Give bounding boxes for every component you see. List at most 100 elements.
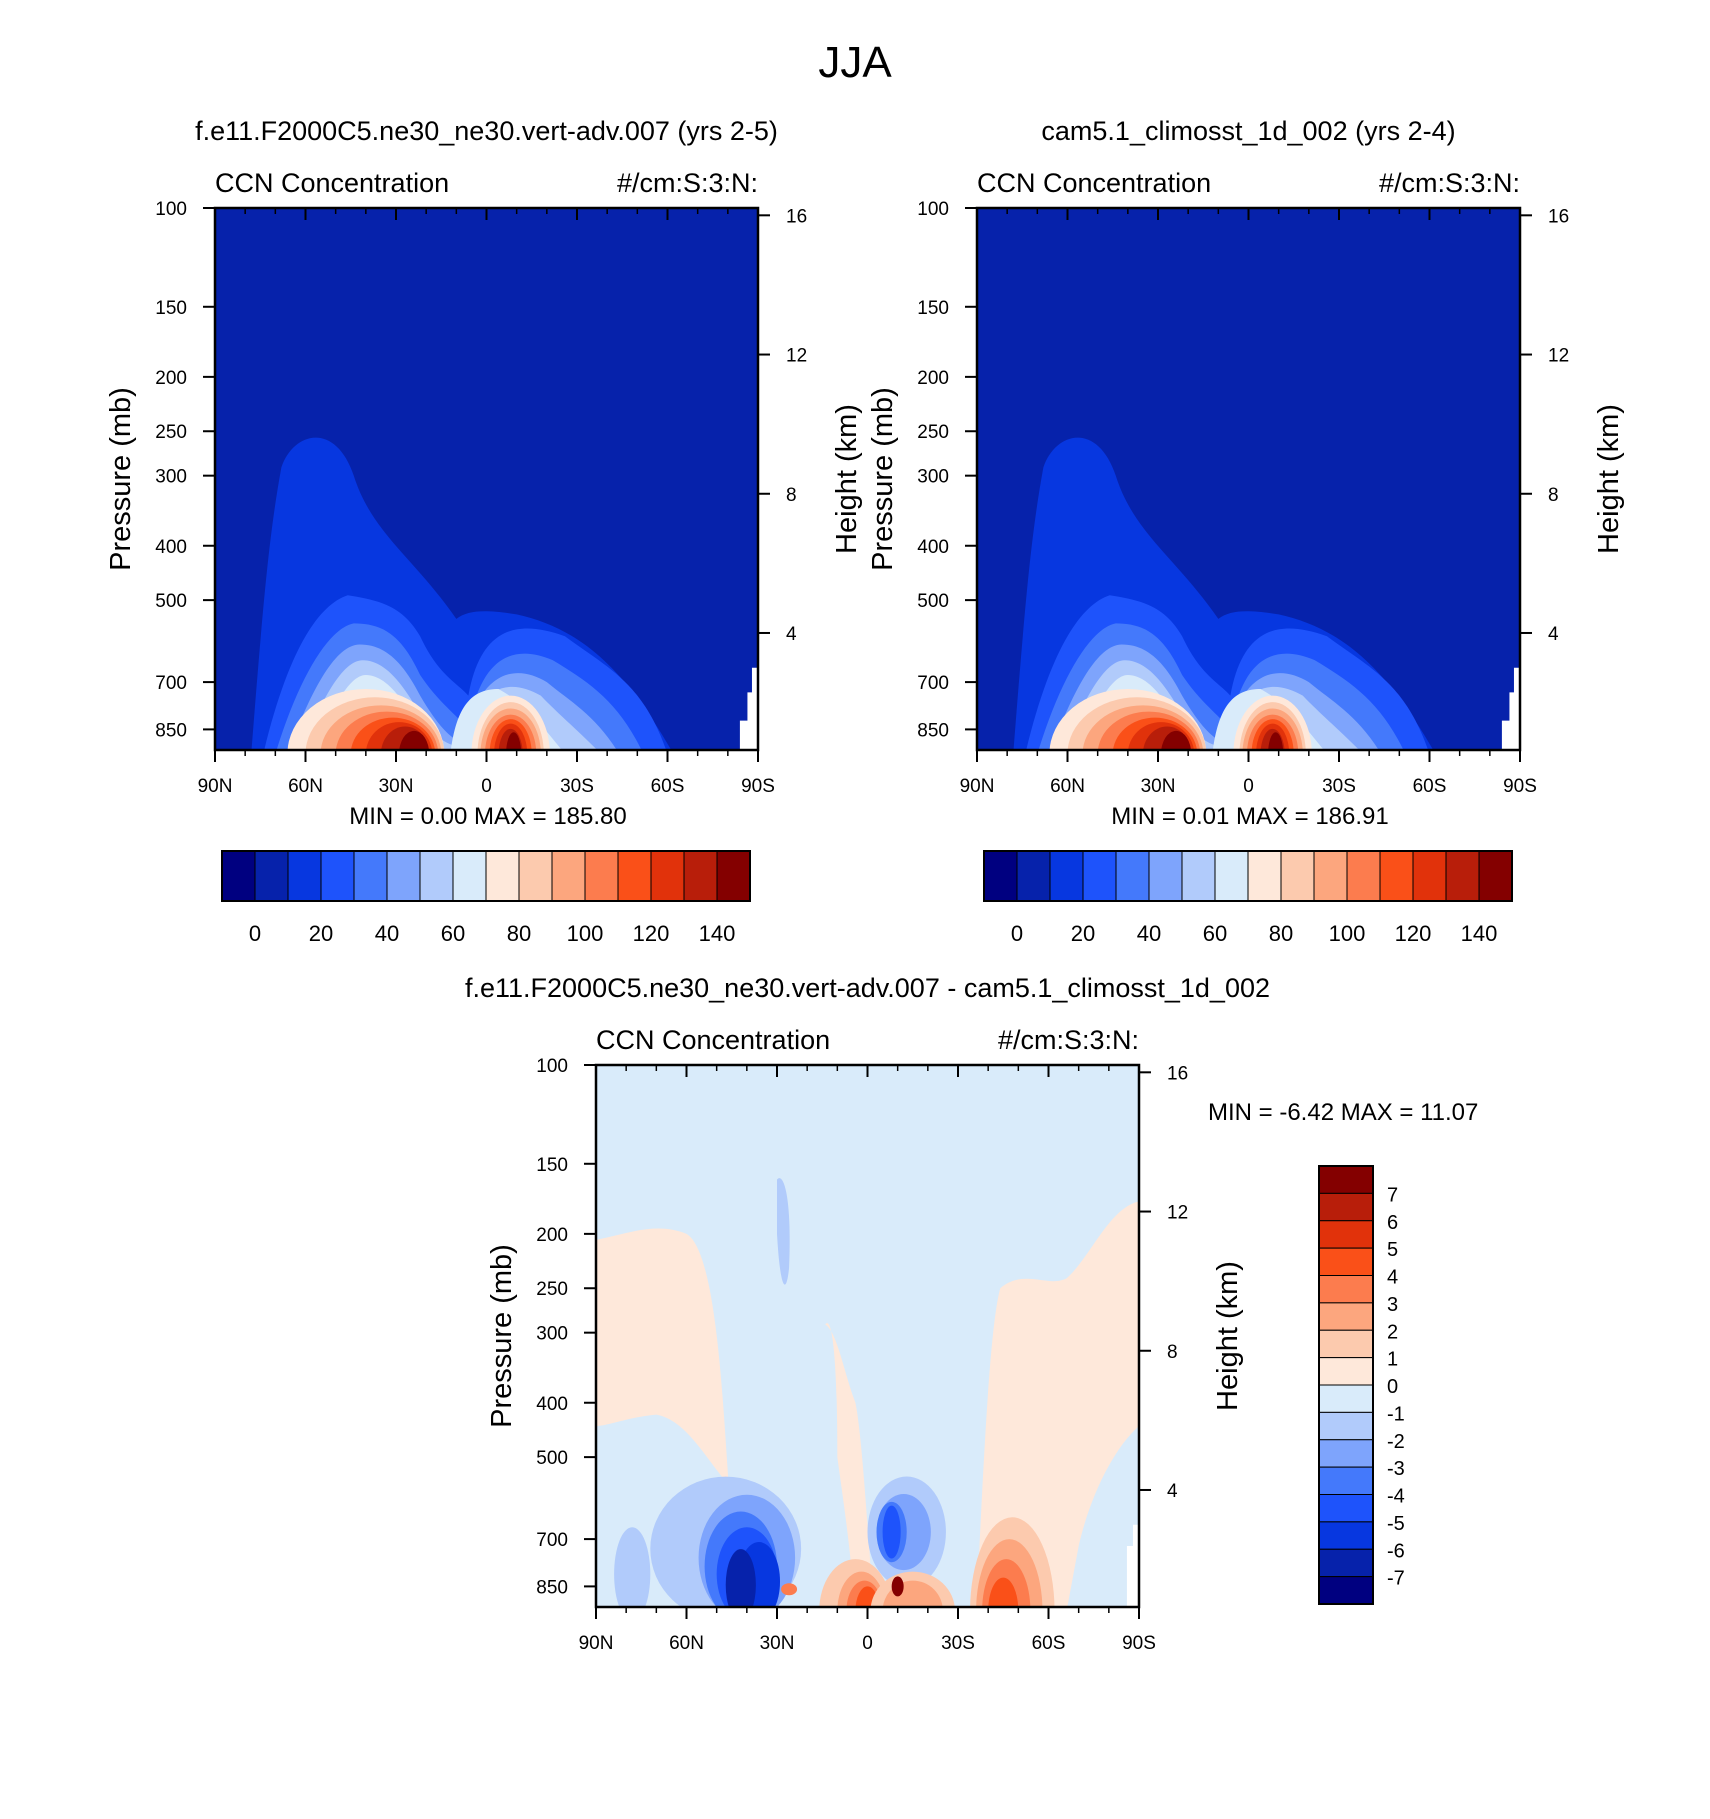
y-tick-label: 400: [536, 1394, 568, 1415]
y2-tick-label: 4: [1548, 624, 1559, 645]
colorbar-frame: [1318, 1165, 1374, 1605]
colorbar-box: [1412, 850, 1447, 902]
x-tick-label: 30S: [941, 1633, 975, 1654]
x-tick-label: 30S: [1322, 776, 1356, 797]
positive-core-5: [882, 1580, 943, 1607]
y2-tick-label: 12: [1548, 346, 1569, 367]
colorbar-box: [1318, 1411, 1374, 1441]
colorbar-frame: [983, 850, 1513, 902]
colorbar-box: [1445, 850, 1480, 902]
contour-layers: [977, 208, 1520, 750]
colorbar-box: [1379, 850, 1414, 902]
y-tick-label: 850: [536, 1577, 568, 1598]
y2-axis-label: Height (km): [831, 404, 863, 554]
left-label: CCN Concentration: [977, 168, 1211, 198]
y-tick-label: 300: [155, 467, 187, 488]
topography-mask: [1126, 1524, 1139, 1607]
topography-mask: [739, 667, 758, 750]
contour-field: [596, 1065, 1139, 1607]
colorbar-frame: [221, 850, 751, 902]
x-tick-label: 60S: [1413, 776, 1447, 797]
colorbar-box: [1318, 1247, 1374, 1276]
diff-colorbar: 7 6 5 4 3 2 1 0 -1 -2 -3 -4 -5 -6 -7: [1318, 1165, 1405, 1605]
colorbar-label: -5: [1387, 1513, 1405, 1535]
colorbar-box: [419, 850, 454, 902]
colorbar-label: 100: [567, 921, 604, 946]
left-label: CCN Concentration: [596, 1025, 830, 1055]
y2-tick-label: 4: [786, 624, 797, 645]
core-south-level-15: [506, 732, 522, 750]
colorbar-label: 0: [1011, 921, 1023, 946]
colorbar-box: [1478, 850, 1513, 902]
colorbar-label: 1: [1387, 1349, 1398, 1371]
colorbar-box: [353, 850, 388, 902]
colorbar-box: [1082, 850, 1117, 902]
y-axis-label: Pressure (mb): [105, 387, 137, 571]
min-max-readout: MIN = 0.00 MAX = 185.80: [349, 803, 627, 830]
colorbar-box: [1318, 1466, 1374, 1495]
x-tick-label: 30N: [1141, 776, 1176, 797]
colorbar-label: 100: [1329, 921, 1366, 946]
colorbar-label: 80: [1269, 921, 1293, 946]
right-colorbar: 0 20 40 60 80 100 120 140: [983, 850, 1513, 946]
colorbar-label: 140: [699, 921, 736, 946]
colorbar-box: [1318, 1165, 1374, 1194]
colorbar-label: 60: [441, 921, 465, 946]
positive-spot: [891, 1576, 904, 1597]
x-tick-label: 0: [862, 1633, 873, 1654]
left-label: CCN Concentration: [215, 168, 449, 198]
colorbar-box: [1318, 1192, 1374, 1222]
panel-1: cam5.1_climosst_1d_002 (yrs 2-4) CCN Conc…: [867, 116, 1625, 830]
colorbar-label: 40: [1137, 921, 1161, 946]
colorbar-box: [1148, 850, 1183, 902]
y2-tick-label: 12: [1167, 1203, 1188, 1224]
colorbar-box: [254, 850, 289, 902]
colorbar-label: 40: [375, 921, 399, 946]
right-label: #/cm:S:3:N:: [998, 1025, 1139, 1055]
y-tick-label: 500: [155, 591, 187, 612]
colorbar-label: 120: [633, 921, 670, 946]
y2-tick-label: 8: [786, 485, 797, 506]
x-tick-label: 30N: [379, 776, 414, 797]
y-tick-label: 250: [536, 1279, 568, 1300]
colorbar-label: 20: [309, 921, 333, 946]
colorbar-box: [1318, 1329, 1374, 1359]
min-max-readout: MIN = -6.42 MAX = 11.07: [1208, 1099, 1478, 1126]
colorbar-label: -3: [1387, 1458, 1405, 1480]
colorbar-box: [518, 850, 553, 902]
x-tick-label: 30S: [560, 776, 594, 797]
x-tick-label: 90S: [741, 776, 775, 797]
y-tick-label: 700: [536, 1530, 568, 1551]
colorbar-label: 5: [1387, 1239, 1398, 1261]
colorbar-box: [1115, 850, 1150, 902]
colorbar-label: 20: [1071, 921, 1095, 946]
y-tick-label: 400: [155, 537, 187, 558]
colorbar-box: [221, 850, 256, 902]
core-north-level-15: [1161, 730, 1191, 750]
core-south-level-15: [1268, 732, 1284, 750]
y-axis-label: Pressure (mb): [867, 387, 899, 571]
y-tick-label: 850: [917, 720, 949, 741]
colorbar-box: [1214, 850, 1249, 902]
colorbar-label: 0: [249, 921, 261, 946]
colorbar-label: 140: [1461, 921, 1498, 946]
y2-tick-label: 16: [1548, 206, 1569, 227]
y-tick-label: 850: [155, 720, 187, 741]
colorbar-box: [1318, 1302, 1374, 1331]
colorbar-box: [1318, 1576, 1374, 1605]
min-max-readout: MIN = 0.01 MAX = 186.91: [1111, 803, 1389, 830]
colorbar-box: [650, 850, 685, 902]
colorbar-label: 6: [1387, 1212, 1398, 1234]
y-tick-label: 500: [917, 591, 949, 612]
colorbar-box: [1318, 1220, 1374, 1249]
y-tick-label: 200: [155, 368, 187, 389]
colorbar-box: [1318, 1357, 1374, 1386]
x-tick-label: 0: [1243, 776, 1254, 797]
colorbar-label: 7: [1387, 1184, 1398, 1206]
colorbar-box: [1318, 1439, 1374, 1468]
colorbar-box: [1318, 1275, 1374, 1304]
right-label: #/cm:S:3:N:: [1379, 168, 1520, 198]
colorbar-label: 60: [1203, 921, 1227, 946]
y2-axis-label: Height (km): [1212, 1261, 1244, 1411]
